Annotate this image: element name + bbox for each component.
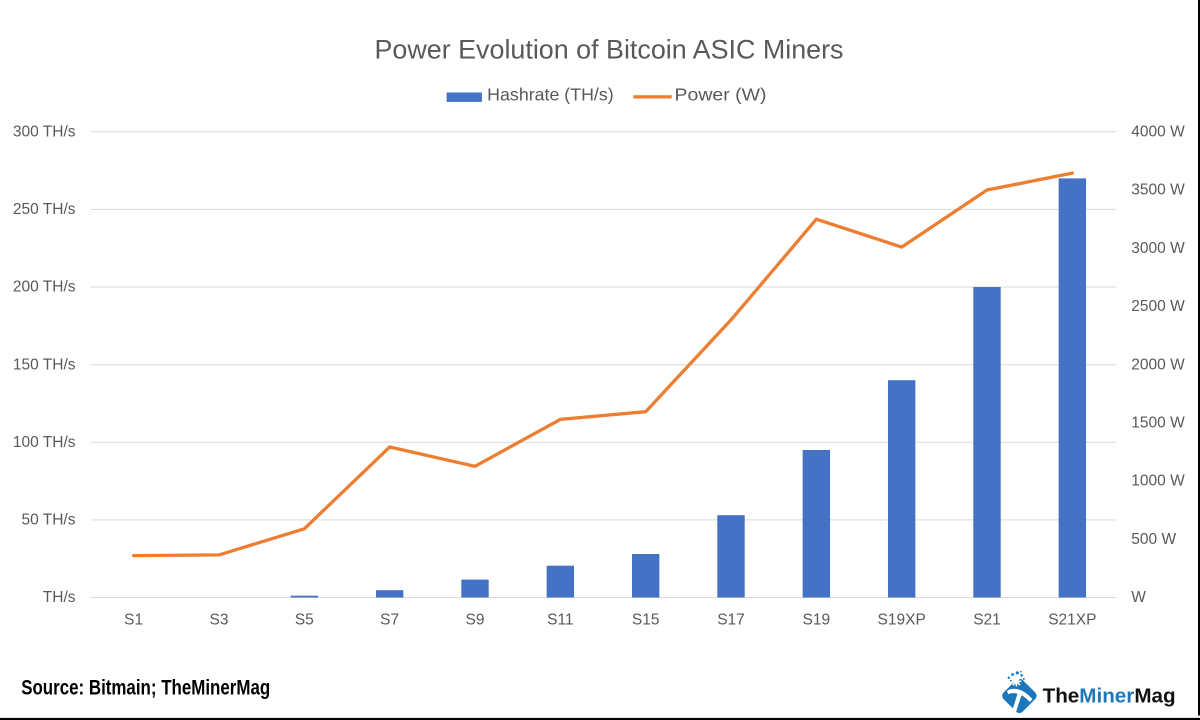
svg-text:2500 W: 2500 W — [1131, 298, 1185, 315]
svg-text:1000 W: 1000 W — [1131, 473, 1185, 490]
svg-text:Source: Bitmain; TheMinerMag: Source: Bitmain; TheMinerMag — [21, 677, 270, 700]
svg-text:S5: S5 — [295, 612, 314, 629]
svg-text:S9: S9 — [466, 612, 485, 629]
svg-text:S3: S3 — [210, 612, 229, 629]
svg-text:Power Evolution of Bitcoin ASI: Power Evolution of Bitcoin ASIC Miners — [375, 34, 844, 64]
svg-text:50 TH/s: 50 TH/s — [22, 512, 76, 529]
svg-text:Hashrate (TH/s): Hashrate (TH/s) — [487, 84, 614, 104]
svg-text:500 W: 500 W — [1131, 531, 1176, 548]
svg-text:TheMinerMag: TheMinerMag — [1043, 685, 1176, 707]
svg-text:4000 W: 4000 W — [1131, 123, 1185, 140]
svg-text:150 TH/s: 150 TH/s — [13, 356, 76, 373]
svg-text:S21XP: S21XP — [1048, 612, 1096, 629]
svg-text:S21: S21 — [973, 612, 1001, 629]
svg-text:S1: S1 — [124, 612, 143, 629]
svg-text:2000 W: 2000 W — [1131, 356, 1185, 373]
svg-text:S11: S11 — [547, 612, 573, 629]
svg-text:300 TH/s: 300 TH/s — [13, 123, 76, 140]
svg-text:100 TH/s: 100 TH/s — [13, 434, 76, 451]
svg-text:250 TH/s: 250 TH/s — [13, 201, 76, 218]
svg-text:W: W — [1131, 589, 1146, 606]
svg-text:S15: S15 — [632, 612, 660, 629]
svg-text:TH/s: TH/s — [43, 589, 76, 606]
svg-text:S19XP: S19XP — [878, 612, 926, 629]
svg-text:200 TH/s: 200 TH/s — [13, 279, 76, 296]
svg-text:3000 W: 3000 W — [1131, 240, 1185, 257]
svg-text:S19: S19 — [803, 612, 831, 629]
svg-text:Power (W): Power (W) — [675, 84, 767, 104]
svg-text:S17: S17 — [717, 612, 745, 629]
svg-text:1500 W: 1500 W — [1131, 415, 1185, 432]
svg-text:3500 W: 3500 W — [1131, 182, 1185, 199]
svg-text:S7: S7 — [380, 612, 399, 629]
